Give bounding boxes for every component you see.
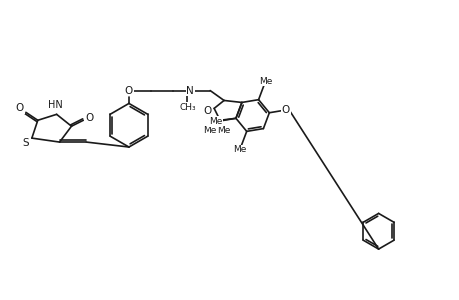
Text: O: O [281, 105, 290, 115]
Text: Me: Me [217, 126, 230, 135]
Text: Me: Me [258, 76, 272, 85]
Text: Me: Me [232, 146, 246, 154]
Text: Me: Me [208, 117, 222, 126]
Text: S: S [22, 138, 29, 148]
Text: HN: HN [48, 100, 63, 110]
Text: O: O [85, 113, 93, 123]
Text: CH₃: CH₃ [179, 103, 195, 112]
Text: N: N [186, 85, 194, 96]
Text: O: O [124, 85, 133, 96]
Text: Me: Me [203, 126, 216, 135]
Text: O: O [202, 106, 211, 116]
Text: O: O [16, 103, 24, 113]
